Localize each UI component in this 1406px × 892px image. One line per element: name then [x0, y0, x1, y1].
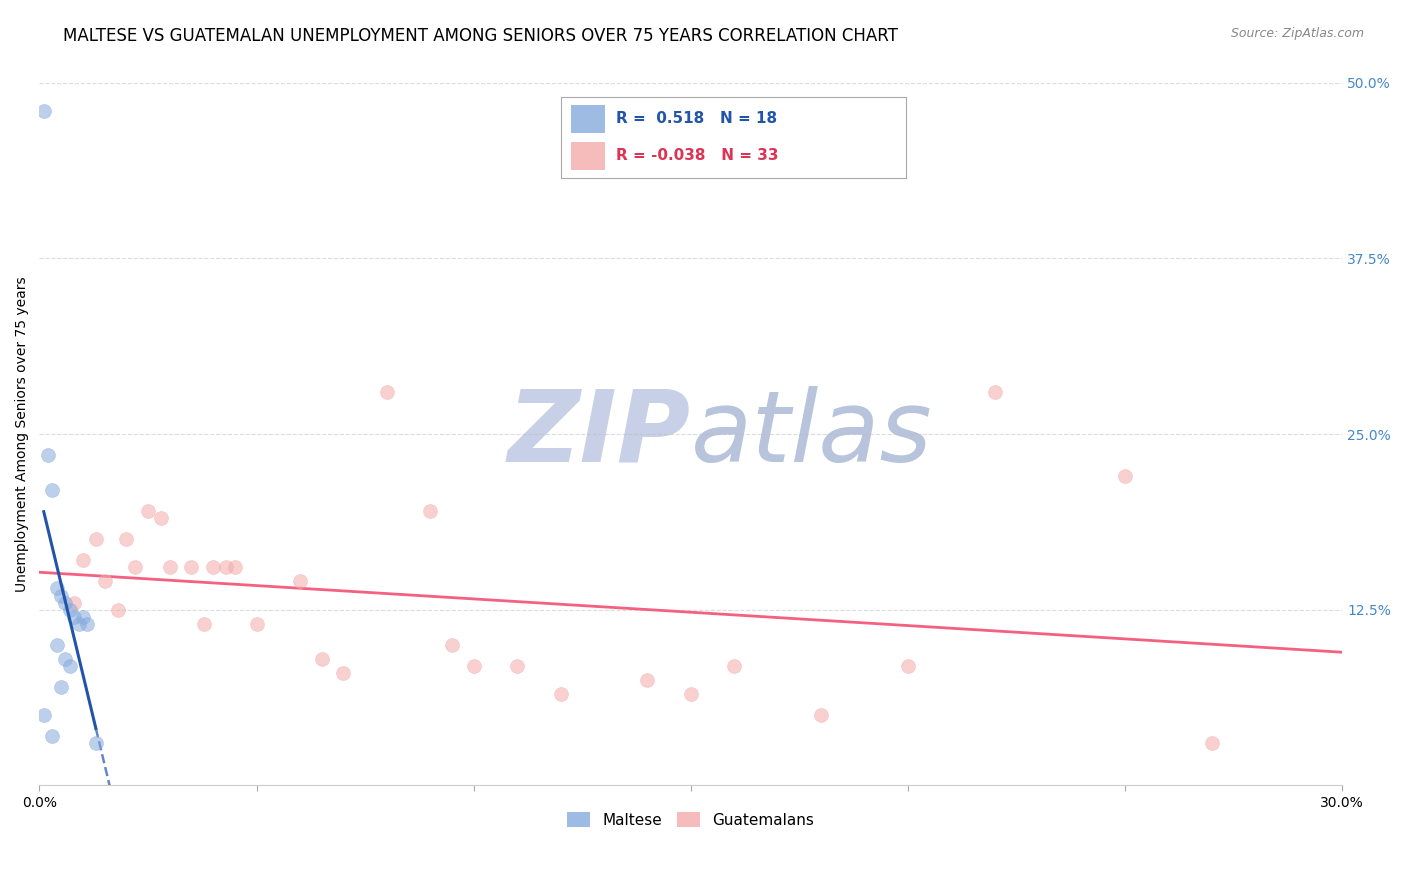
Point	[55, 651, 77, 665]
Point	[59, 658, 82, 673]
Point	[59, 602, 82, 616]
Point	[679, 687, 702, 701]
Legend: Maltese, Guatemalans: Maltese, Guatemalans	[561, 805, 821, 834]
Text: Source: ZipAtlas.com: Source: ZipAtlas.com	[1230, 27, 1364, 40]
Point	[440, 638, 463, 652]
Point	[49, 680, 72, 694]
Point	[41, 729, 63, 743]
Point	[55, 595, 77, 609]
Point	[1201, 736, 1223, 750]
Point	[63, 609, 86, 624]
Text: MALTESE VS GUATEMALAN UNEMPLOYMENT AMONG SENIORS OVER 75 YEARS CORRELATION CHART: MALTESE VS GUATEMALAN UNEMPLOYMENT AMONG…	[63, 27, 898, 45]
Point	[41, 483, 63, 498]
Point	[124, 560, 146, 574]
Point	[49, 589, 72, 603]
Point	[72, 609, 94, 624]
Point	[419, 504, 441, 518]
Point	[150, 511, 173, 525]
Point	[45, 638, 67, 652]
Point	[45, 582, 67, 596]
Point	[32, 103, 55, 118]
Point	[76, 616, 98, 631]
Point	[93, 574, 115, 589]
Point	[375, 384, 398, 399]
Point	[63, 595, 86, 609]
Point	[193, 616, 215, 631]
Point	[67, 616, 90, 631]
Point	[550, 687, 572, 701]
Point	[332, 665, 354, 680]
Point	[159, 560, 181, 574]
Point	[180, 560, 202, 574]
Point	[245, 616, 267, 631]
Point	[810, 707, 832, 722]
Point	[311, 651, 333, 665]
Text: atlas: atlas	[690, 385, 932, 483]
Point	[115, 533, 138, 547]
Point	[984, 384, 1007, 399]
Point	[84, 736, 107, 750]
Point	[636, 673, 658, 687]
Point	[506, 658, 529, 673]
Point	[202, 560, 225, 574]
Point	[224, 560, 246, 574]
Point	[32, 707, 55, 722]
Point	[897, 658, 920, 673]
Point	[136, 504, 159, 518]
Point	[1114, 469, 1136, 483]
Point	[723, 658, 745, 673]
Point	[215, 560, 238, 574]
Point	[288, 574, 311, 589]
Text: ZIP: ZIP	[508, 385, 690, 483]
Point	[84, 533, 107, 547]
Point	[107, 602, 129, 616]
Y-axis label: Unemployment Among Seniors over 75 years: Unemployment Among Seniors over 75 years	[15, 277, 30, 591]
Point	[463, 658, 485, 673]
Point	[37, 448, 59, 462]
Point	[72, 553, 94, 567]
